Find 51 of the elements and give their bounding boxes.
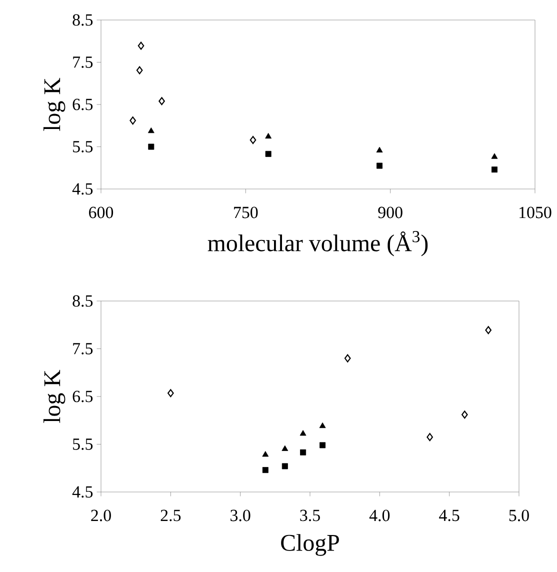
point [262, 467, 268, 474]
y-tick-label: 5.5 [73, 438, 93, 450]
point [265, 132, 272, 139]
y-tick-label: 6.5 [72, 390, 93, 402]
x-axis-title: molecular volume (Å$^{3}$) [208, 231, 428, 256]
point [148, 127, 154, 134]
y-axis-title: log K [43, 78, 66, 131]
point [491, 153, 498, 159]
y-tick-label: 6.5 [72, 98, 93, 110]
x-tick-label: 3.5 [300, 510, 320, 522]
point [376, 146, 383, 152]
point [136, 66, 143, 74]
x-tick-label: 750 [234, 206, 258, 218]
point [300, 430, 306, 436]
point [426, 433, 433, 442]
point [282, 463, 288, 470]
point [344, 354, 351, 362]
x-tick-label: 1050 [520, 206, 552, 218]
point [376, 162, 383, 169]
point [250, 136, 256, 144]
y-axis-title: log K [43, 370, 66, 423]
x-tick-label: 900 [378, 206, 402, 218]
point [492, 166, 498, 173]
point [138, 42, 144, 50]
point [148, 144, 154, 150]
y-tick-label: 8.5 [72, 295, 93, 307]
y-tick-label: 4.5 [72, 486, 93, 498]
point [265, 150, 272, 157]
x-axis-title: ClogP [281, 534, 339, 556]
y-tick-label: 7.5 [73, 343, 93, 354]
point [168, 389, 174, 398]
x-tick-label: 2.5 [160, 510, 181, 522]
point [320, 442, 326, 448]
x-tick-label: 5.0 [509, 510, 529, 522]
point [282, 445, 288, 451]
point [158, 97, 165, 106]
y-tick-label: 4.5 [72, 183, 93, 195]
x-tick-label: 600 [89, 206, 114, 218]
x-tick-label: 2.0 [91, 510, 111, 522]
x-tick-label: 3.0 [230, 510, 250, 522]
y-tick-label: 5.5 [73, 141, 93, 152]
point [319, 422, 326, 428]
point [485, 326, 492, 334]
x-tick-label: 4.5 [439, 510, 460, 522]
point [461, 410, 468, 419]
point [130, 116, 136, 125]
y-tick-label: 7.5 [73, 56, 93, 68]
point [262, 451, 269, 457]
point [300, 449, 306, 456]
x-tick-label: 4.0 [369, 510, 390, 522]
y-tick-label: 8.5 [72, 14, 93, 26]
